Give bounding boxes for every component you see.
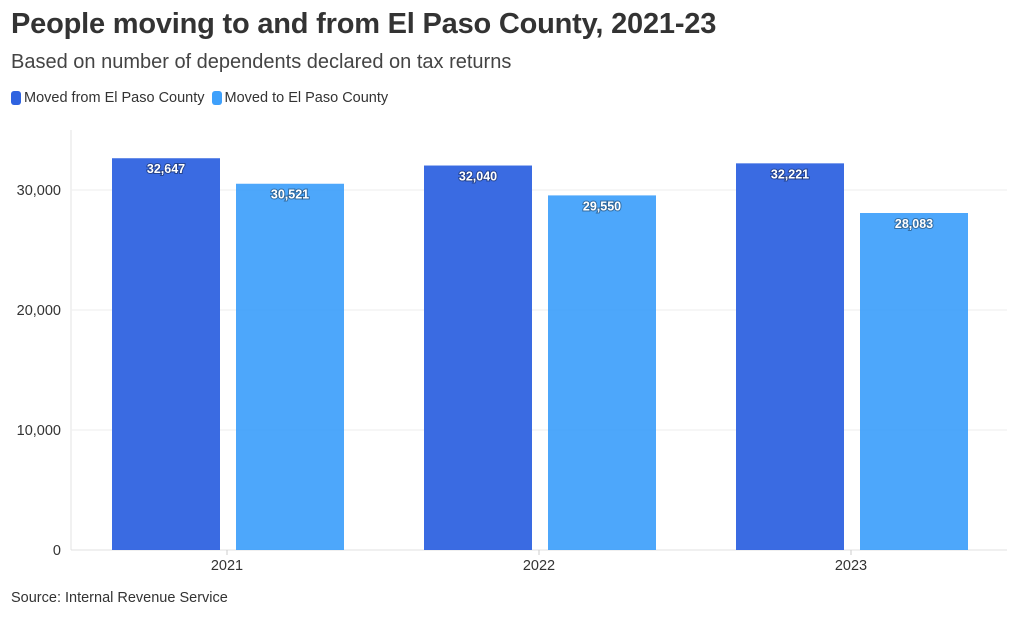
bar-value-label: 32,221 xyxy=(771,167,809,181)
bar xyxy=(548,195,656,550)
bar xyxy=(112,158,220,550)
x-tick-label: 2022 xyxy=(523,558,555,574)
legend-item-moved-from: Moved from El Paso County xyxy=(11,90,205,106)
bar-value-label: 28,083 xyxy=(895,217,933,231)
bar-value-label: 29,550 xyxy=(583,199,621,213)
x-tick-label: 2023 xyxy=(835,558,867,574)
source-note: Source: Internal Revenue Service xyxy=(11,590,228,606)
legend-swatch-moved-from xyxy=(11,91,21,105)
legend-label-moved-to: Moved to El Paso County xyxy=(224,90,389,106)
y-tick-label: 0 xyxy=(53,543,61,559)
legend: Moved from El Paso County Moved to El Pa… xyxy=(11,90,395,106)
y-tick-label: 10,000 xyxy=(17,423,61,439)
chart-subtitle: Based on number of dependents declared o… xyxy=(11,51,512,73)
chart-title: People moving to and from El Paso County… xyxy=(11,8,717,40)
legend-item-moved-to: Moved to El Paso County xyxy=(211,90,389,106)
legend-swatch-moved-to xyxy=(211,91,222,105)
x-tick-label: 2021 xyxy=(211,558,243,574)
y-tick-label: 20,000 xyxy=(17,303,61,319)
bar-value-label: 32,647 xyxy=(147,162,185,176)
y-tick-label: 30,000 xyxy=(17,183,61,199)
bar-value-label: 30,521 xyxy=(271,188,309,202)
bar xyxy=(860,213,968,550)
bar xyxy=(236,183,344,551)
bar xyxy=(736,163,844,550)
bar xyxy=(424,165,532,550)
legend-label-moved-from: Moved from El Paso County xyxy=(24,90,205,106)
bar-value-label: 32,040 xyxy=(459,170,497,184)
